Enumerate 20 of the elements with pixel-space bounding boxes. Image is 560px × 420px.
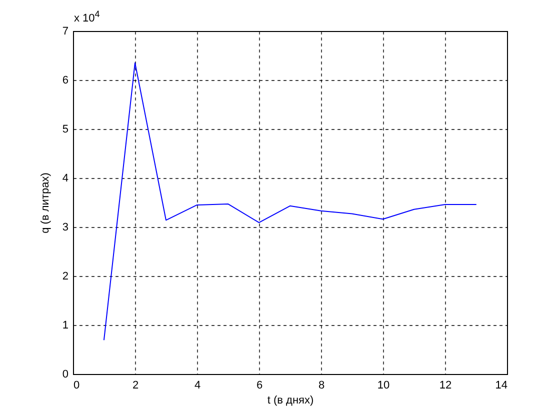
y-tick-label: 1	[62, 320, 68, 332]
y-axis-title: q (в литрах)	[39, 172, 52, 234]
x-axis-title: t (в днях)	[267, 394, 314, 406]
x-tick-label: 8	[318, 380, 325, 392]
x-tick-label: 0	[74, 380, 80, 392]
x-tick-label: 14	[495, 380, 508, 392]
y-tick-label: 2	[62, 270, 68, 282]
x-tick-label: 4	[194, 380, 201, 392]
y-tick-label: 6	[62, 74, 68, 86]
x-tick-label: 10	[377, 380, 390, 392]
x-tick-label: 2	[132, 380, 139, 392]
y-tick-label: 5	[62, 124, 68, 136]
y-tick-label: 0	[62, 368, 68, 380]
x-tick-label: 12	[439, 380, 452, 392]
y-tick-label: 3	[62, 222, 68, 234]
text: x 10$^{4}$	[74, 8, 100, 26]
y-tick-label: 7	[62, 26, 68, 38]
y-tick-label: 4	[62, 172, 68, 184]
line-series	[104, 62, 476, 340]
x-tick-label: 6	[256, 380, 263, 392]
